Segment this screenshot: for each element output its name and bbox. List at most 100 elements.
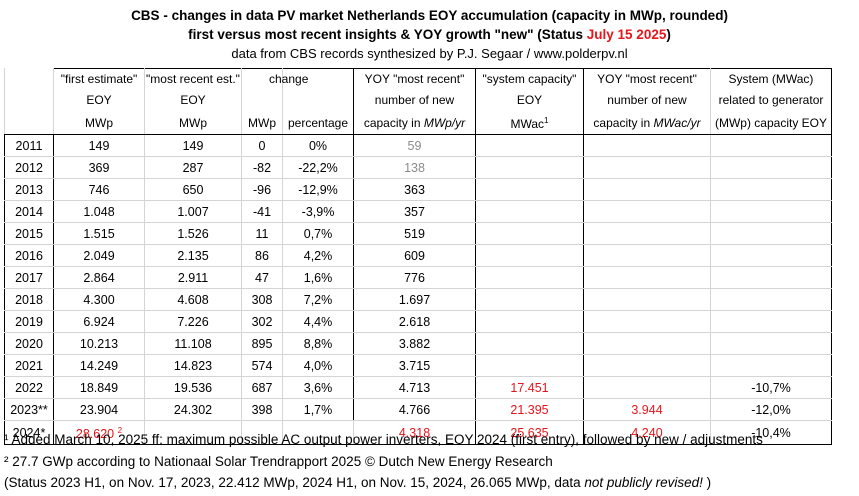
year-cell: 2019 xyxy=(4,310,54,333)
table-row: 2017 2.864 2.911 47 1,6% 776 xyxy=(4,266,832,289)
table-row: 2023** 23.904 24.302 398 1,7% 4.766 21.395 3.94… xyxy=(4,398,832,421)
first-estimate-cell: 4.300 xyxy=(53,288,145,311)
year-cell: 2011 xyxy=(4,134,54,157)
yoy-ac-cell xyxy=(583,222,711,245)
most-recent-cell: 650 xyxy=(144,178,242,201)
year-cell: 2014 xyxy=(4,200,54,223)
system-capacity-cell: 17.451 xyxy=(475,376,584,399)
system-capacity-cell xyxy=(475,244,584,267)
yoy-ac-cell xyxy=(583,266,711,289)
yoy-new-cell: 3.715 xyxy=(353,354,476,377)
yoy-ac-cell xyxy=(583,134,711,157)
yoy-ac-cell xyxy=(583,310,711,333)
year-cell: 2018 xyxy=(4,288,54,311)
change-pct-cell xyxy=(282,419,354,446)
table-row: 2020 10.213 11.108 895 8,8% 3.882 xyxy=(4,332,832,355)
pv-market-table: "first estimate" "most recent est." chan… xyxy=(4,68,832,446)
year-cell: 2016 xyxy=(4,244,54,267)
system-capacity-cell xyxy=(475,310,584,333)
ratio-cell xyxy=(710,178,832,201)
yoy-ac-cell xyxy=(583,288,711,311)
change-pct-cell: 0,7% xyxy=(282,222,354,245)
year-cell: 2023** xyxy=(4,398,54,421)
system-capacity-cell: 21.395 xyxy=(475,398,584,421)
status-date: July 15 2025 xyxy=(586,27,667,42)
first-estimate-cell: 18.849 xyxy=(53,376,145,399)
most-recent-cell: 1.007 xyxy=(144,200,242,223)
yoy-new-cell: 59 xyxy=(353,134,476,157)
table-row: 2021 14.249 14.823 574 4,0% 3.715 xyxy=(4,354,832,377)
ratio-cell xyxy=(710,244,832,267)
first-estimate-cell: 369 xyxy=(53,156,145,179)
change-pct-header: percentage xyxy=(282,110,354,135)
year-cell: 2015 xyxy=(4,222,54,245)
yoy-new-cell: 776 xyxy=(353,266,476,289)
footnote-3: (Status 2023 H1, on Nov. 17, 2023, 22.41… xyxy=(4,475,712,490)
footnote-2: ² 27.7 GWp according to Nationaal Solar … xyxy=(4,454,553,469)
year-cell: 2013 xyxy=(4,178,54,201)
most-recent-cell: 24.302 xyxy=(144,398,242,421)
first-estimate-cell: 1.515 xyxy=(53,222,145,245)
yoy-ac-cell xyxy=(583,376,711,399)
year-cell: 2022 xyxy=(4,376,54,399)
yoy-ac-cell xyxy=(583,244,711,267)
table-row: 2019 6.924 7.226 302 4,4% 2.618 xyxy=(4,310,832,333)
yoy-ac-cell xyxy=(583,178,711,201)
change-pct-cell: -3,9% xyxy=(282,200,354,223)
yoy-new-cell: 3.882 xyxy=(353,332,476,355)
change-mwp-cell: 574 xyxy=(241,354,283,377)
table-row: 2015 1.515 1.526 11 0,7% 519 xyxy=(4,222,832,245)
first-estimate-cell: 746 xyxy=(53,178,145,201)
year-cell: 2017 xyxy=(4,266,54,289)
most-recent-cell: 19.536 xyxy=(144,376,242,399)
most-recent-cell: 14.823 xyxy=(144,354,242,377)
table-row: 2016 2.049 2.135 86 4,2% 609 xyxy=(4,244,832,267)
yoy-new-header: YOY "most recent" xyxy=(353,68,476,90)
yoy-new-cell: 1.697 xyxy=(353,288,476,311)
first-estimate-cell: 23.904 xyxy=(53,398,145,421)
yoy-new-cell: 357 xyxy=(353,200,476,223)
change-mwp-cell: -41 xyxy=(241,200,283,223)
yoy-ac-cell: 3.944 xyxy=(583,398,711,421)
yoy-ac-header: YOY "most recent" xyxy=(583,68,711,90)
system-capacity-cell xyxy=(475,222,584,245)
change-mwp-cell xyxy=(241,419,283,446)
change-mwp-cell: 47 xyxy=(241,266,283,289)
system-capacity-cell xyxy=(475,354,584,377)
yoy-ac-cell xyxy=(583,200,711,223)
system-capacity-cell xyxy=(475,266,584,289)
title-line-2: first versus most recent insights & YOY … xyxy=(188,27,671,42)
change-pct-cell: 1,7% xyxy=(282,398,354,421)
change-pct-cell: -12,9% xyxy=(282,178,354,201)
footnote-1: ¹ Added March 10, 2025 ff: maximum possi… xyxy=(4,432,763,447)
change-pct-cell: 4,0% xyxy=(282,354,354,377)
yoy-ac-cell xyxy=(583,354,711,377)
table-row: 2014 1.048 1.007 -41 -3,9% 357 xyxy=(4,200,832,223)
yoy-new-cell: 519 xyxy=(353,222,476,245)
most-recent-cell: 149 xyxy=(144,134,242,157)
source-line: data from CBS records synthesized by P.J… xyxy=(231,46,628,61)
table-row: 2012 369 287 -82 -22,2% 138 xyxy=(4,156,832,179)
change-pct-cell: -22,2% xyxy=(282,156,354,179)
change-mwp-cell: 0 xyxy=(241,134,283,157)
year-cell: 2024* xyxy=(4,419,54,446)
yoy-new-cell: 4.713 xyxy=(353,376,476,399)
first-estimate-cell: 2.049 xyxy=(53,244,145,267)
ratio-cell xyxy=(710,266,832,289)
year-cell: 2012 xyxy=(4,156,54,179)
table-row: 2024* 28.620 2 4.318 25.635 4.240 -10,4% xyxy=(4,419,832,446)
change-pct-cell: 8,8% xyxy=(282,332,354,355)
year-header xyxy=(4,68,54,90)
title-line-1: CBS - changes in data PV market Netherla… xyxy=(131,8,728,23)
most-recent-cell: 7.226 xyxy=(144,310,242,333)
first-estimate-cell: 1.048 xyxy=(53,200,145,223)
change-mwp-cell: 687 xyxy=(241,376,283,399)
most-recent-cell: 4.608 xyxy=(144,288,242,311)
ratio-cell xyxy=(710,156,832,179)
system-capacity-cell xyxy=(475,332,584,355)
yoy-ac-cell xyxy=(583,156,711,179)
first-estimate-cell: 6.924 xyxy=(53,310,145,333)
yoy-new-cell: 4.766 xyxy=(353,398,476,421)
yoy-new-cell: 363 xyxy=(353,178,476,201)
yoy-new-cell: 4.318 xyxy=(353,419,476,446)
